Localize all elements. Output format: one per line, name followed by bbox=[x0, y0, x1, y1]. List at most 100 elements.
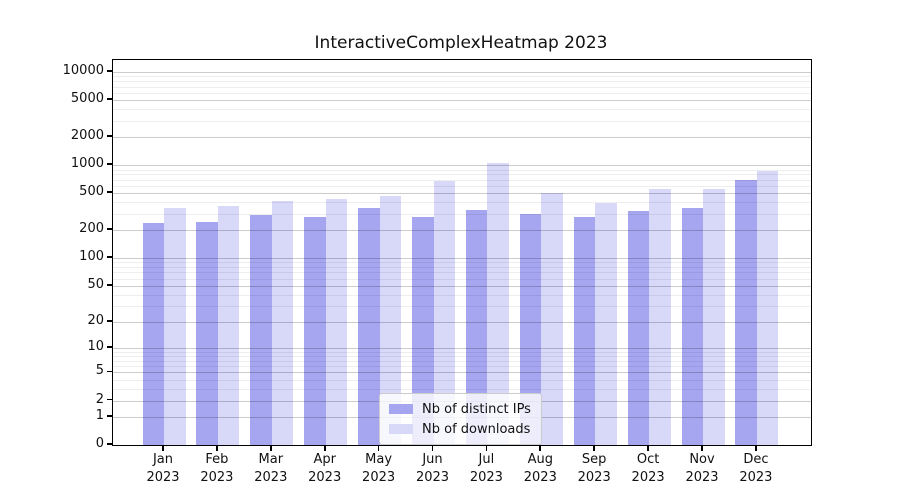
y-tick-mark bbox=[107, 319, 112, 322]
x-tick-year: 2023 bbox=[577, 470, 611, 485]
minor-gridline bbox=[113, 86, 811, 88]
y-tick-mark bbox=[107, 346, 112, 348]
x-tick-month: Nov bbox=[689, 452, 715, 467]
x-tick-year: 2023 bbox=[200, 470, 234, 485]
y-tick-label: 5 bbox=[95, 363, 104, 379]
x-tick-mark bbox=[431, 446, 434, 451]
minor-gridline bbox=[113, 120, 811, 122]
x-tick-month: Jul bbox=[478, 452, 495, 467]
x-tick-label: Sep 2023 bbox=[562, 451, 626, 487]
bar-oct-ips bbox=[627, 210, 650, 445]
bar-aug-ips bbox=[519, 213, 542, 445]
x-tick-month: Sep bbox=[581, 452, 607, 467]
x-tick-month: Dec bbox=[743, 452, 769, 467]
y-tick-label: 500 bbox=[79, 184, 104, 200]
x-tick-mark bbox=[323, 446, 326, 451]
minor-gridline bbox=[113, 366, 811, 368]
y-tick-mark bbox=[107, 398, 112, 401]
x-tick-mark bbox=[647, 446, 649, 451]
y-tick-label: 2 bbox=[95, 391, 104, 407]
minor-gridline bbox=[113, 267, 811, 269]
major-gridline bbox=[113, 285, 811, 287]
bar-oct-downloads bbox=[649, 188, 671, 445]
major-gridline bbox=[113, 137, 811, 139]
minor-gridline bbox=[113, 81, 811, 83]
x-tick-year: 2023 bbox=[308, 470, 342, 485]
bar-jun-downloads bbox=[433, 181, 455, 445]
legend-item-distinct-ips: Nb of distinct IPs bbox=[389, 399, 531, 419]
y-tick-mark bbox=[107, 191, 112, 194]
bar-apr-ips bbox=[304, 216, 326, 445]
bar-jul-ips bbox=[465, 209, 488, 445]
x-tick-label: Jul 2023 bbox=[454, 451, 518, 487]
x-tick-label: May 2023 bbox=[347, 451, 411, 487]
minor-gridline bbox=[113, 360, 811, 362]
y-tick-label: 20 bbox=[87, 312, 104, 328]
major-gridline bbox=[113, 321, 811, 323]
y-tick-label: 10000 bbox=[62, 63, 104, 79]
bar-aug-downloads bbox=[541, 193, 563, 445]
x-tick-month: Jun bbox=[422, 452, 443, 467]
minor-gridline bbox=[113, 351, 811, 353]
x-tick-year: 2023 bbox=[631, 470, 665, 485]
x-tick-month: Oct bbox=[636, 452, 660, 467]
legend-item-downloads: Nb of downloads bbox=[389, 419, 531, 439]
major-gridline bbox=[113, 230, 811, 232]
bar-may-ips bbox=[358, 207, 380, 445]
minor-gridline bbox=[113, 272, 811, 274]
bar-dec-ips bbox=[735, 180, 757, 445]
bar-feb-ips bbox=[196, 222, 218, 445]
y-tick-mark bbox=[107, 256, 112, 259]
x-tick-month: Mar bbox=[258, 452, 284, 467]
x-tick-month: Apr bbox=[313, 452, 336, 467]
y-tick-mark bbox=[107, 443, 112, 445]
x-tick-label: Jan 2023 bbox=[131, 451, 195, 487]
x-tick-year: 2023 bbox=[415, 470, 450, 485]
bar-mar-downloads bbox=[271, 201, 294, 445]
minor-gridline bbox=[113, 109, 811, 111]
bar-feb-downloads bbox=[217, 206, 240, 445]
bar-jul-downloads bbox=[487, 162, 509, 445]
legend-swatch-downloads bbox=[389, 424, 413, 434]
x-tick-label: Oct 2023 bbox=[616, 451, 680, 487]
major-gridline bbox=[113, 193, 811, 195]
minor-gridline bbox=[113, 202, 811, 204]
minor-gridline bbox=[113, 92, 811, 94]
y-tick-label: 1000 bbox=[70, 156, 104, 172]
minor-gridline bbox=[113, 388, 811, 390]
minor-gridline bbox=[113, 262, 811, 264]
x-tick-label: Jun 2023 bbox=[401, 451, 465, 487]
major-gridline bbox=[113, 72, 811, 74]
y-tick-label: 10 bbox=[87, 338, 104, 354]
bar-jan-downloads bbox=[164, 208, 186, 445]
plot-area: Nb of distinct IPs Nb of downloads bbox=[112, 59, 812, 446]
minor-gridline bbox=[113, 185, 811, 187]
x-tick-year: 2023 bbox=[523, 470, 557, 485]
y-tick-label: 100 bbox=[79, 249, 104, 265]
x-tick-year: 2023 bbox=[254, 470, 288, 485]
bar-apr-downloads bbox=[325, 199, 348, 445]
x-tick-mark bbox=[539, 446, 542, 451]
bar-mar-ips bbox=[250, 215, 272, 445]
y-tick-label: 0 bbox=[95, 436, 104, 451]
y-tick-mark bbox=[107, 228, 112, 231]
major-gridline bbox=[113, 100, 811, 102]
bar-nov-ips bbox=[681, 207, 703, 445]
minor-gridline bbox=[113, 179, 811, 181]
x-tick-label: Nov 2023 bbox=[670, 451, 734, 487]
y-tick-mark bbox=[107, 370, 112, 373]
minor-gridline bbox=[113, 76, 811, 78]
x-tick-mark bbox=[269, 446, 272, 451]
x-tick-month: Feb bbox=[205, 452, 229, 467]
x-tick-year: 2023 bbox=[685, 470, 719, 485]
bar-jan-ips bbox=[142, 222, 164, 445]
x-tick-year: 2023 bbox=[362, 470, 396, 485]
x-tick-year: 2023 bbox=[146, 470, 180, 485]
major-gridline bbox=[113, 372, 811, 374]
x-tick-label: Aug 2023 bbox=[508, 451, 572, 487]
bar-jun-ips bbox=[412, 217, 434, 445]
x-tick-month: Jan bbox=[152, 452, 174, 467]
legend: Nb of distinct IPs Nb of downloads bbox=[379, 393, 542, 445]
x-tick-mark bbox=[162, 446, 164, 451]
